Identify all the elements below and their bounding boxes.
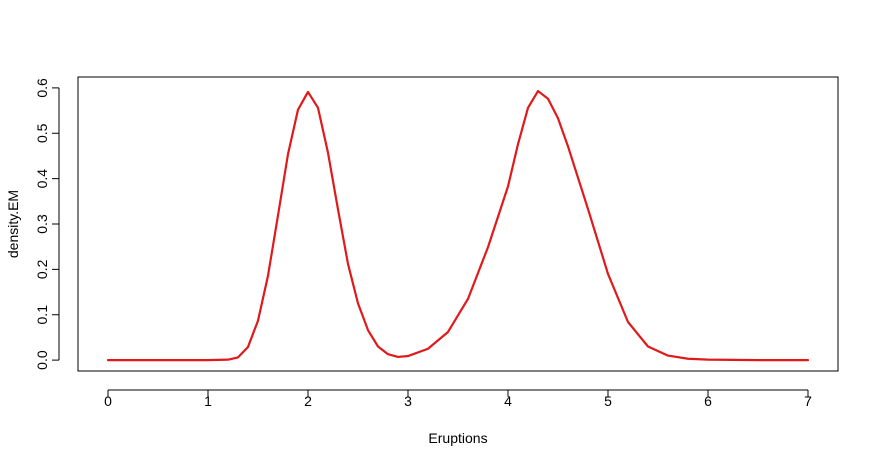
x-tick-label: 1 xyxy=(204,393,212,409)
x-tick-label: 6 xyxy=(704,393,712,409)
y-tick-label: 0.0 xyxy=(34,350,50,370)
y-axis: 0.0 0.1 0.2 0.3 0.4 0.5 0.6 xyxy=(34,78,60,370)
plot-area-frame xyxy=(77,76,839,372)
x-tick-label: 5 xyxy=(604,393,612,409)
y-tick-label: 0.4 xyxy=(34,169,50,189)
y-axis-title: density.EM xyxy=(5,190,21,258)
density-line xyxy=(106,89,810,362)
x-tick-label: 7 xyxy=(804,393,812,409)
x-tick-label: 4 xyxy=(504,393,512,409)
y-tick-label: 0.6 xyxy=(34,78,50,98)
x-axis: 0 1 2 3 4 5 6 7 xyxy=(104,389,812,409)
x-axis-title: Eruptions xyxy=(428,430,487,446)
x-tick-label: 0 xyxy=(104,393,112,409)
series-layer xyxy=(106,89,810,362)
y-tick-label: 0.2 xyxy=(34,259,50,279)
x-tick-label: 3 xyxy=(404,393,412,409)
x-tick-label: 2 xyxy=(304,393,312,409)
y-tick-label: 0.5 xyxy=(34,123,50,143)
y-tick-label: 0.1 xyxy=(34,305,50,325)
y-tick-label: 0.3 xyxy=(34,214,50,234)
